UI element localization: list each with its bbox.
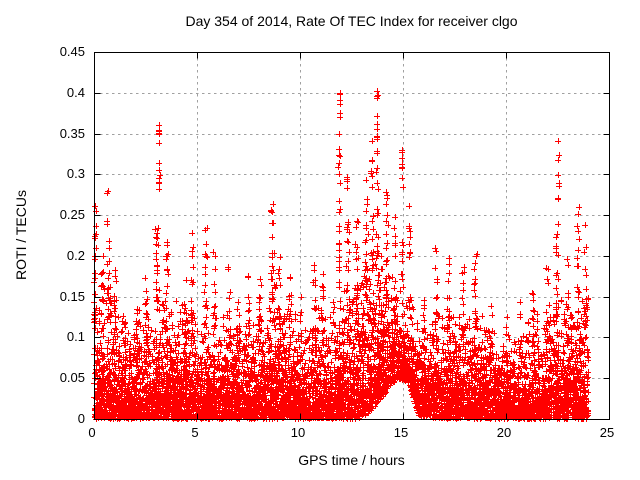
y-tick-label: 0.45 [60, 44, 85, 59]
y-tick-label: 0.2 [67, 248, 85, 263]
x-tick-label: 5 [191, 425, 198, 440]
x-tick-labels: 0 5 10 15 20 25 [88, 425, 614, 440]
x-tick-label: 0 [88, 425, 95, 440]
x-tick-label: 25 [600, 425, 614, 440]
chart-title: Day 354 of 2014, Rate Of TEC Index for r… [185, 13, 518, 29]
y-tick-label: 0.15 [60, 289, 85, 304]
axis-ticks [94, 52, 610, 420]
x-axis-title: GPS time / hours [298, 452, 405, 468]
x-tick-label: 20 [497, 425, 511, 440]
y-tick-label: 0.3 [67, 166, 85, 181]
y-tick-label: 0.25 [60, 207, 85, 222]
y-tick-label: 0.35 [60, 126, 85, 141]
plot-border [94, 52, 610, 420]
y-tick-label: 0 [78, 411, 85, 426]
y-tick-label: 0.05 [60, 370, 85, 385]
x-tick-label: 15 [394, 425, 408, 440]
y-tick-labels: 0 0.05 0.1 0.15 0.2 0.25 0.3 0.35 0.4 0.45 [60, 44, 85, 426]
x-tick-label: 10 [291, 425, 305, 440]
data-points [91, 88, 591, 422]
y-tick-label: 0.1 [67, 329, 85, 344]
y-tick-label: 0.4 [67, 85, 85, 100]
